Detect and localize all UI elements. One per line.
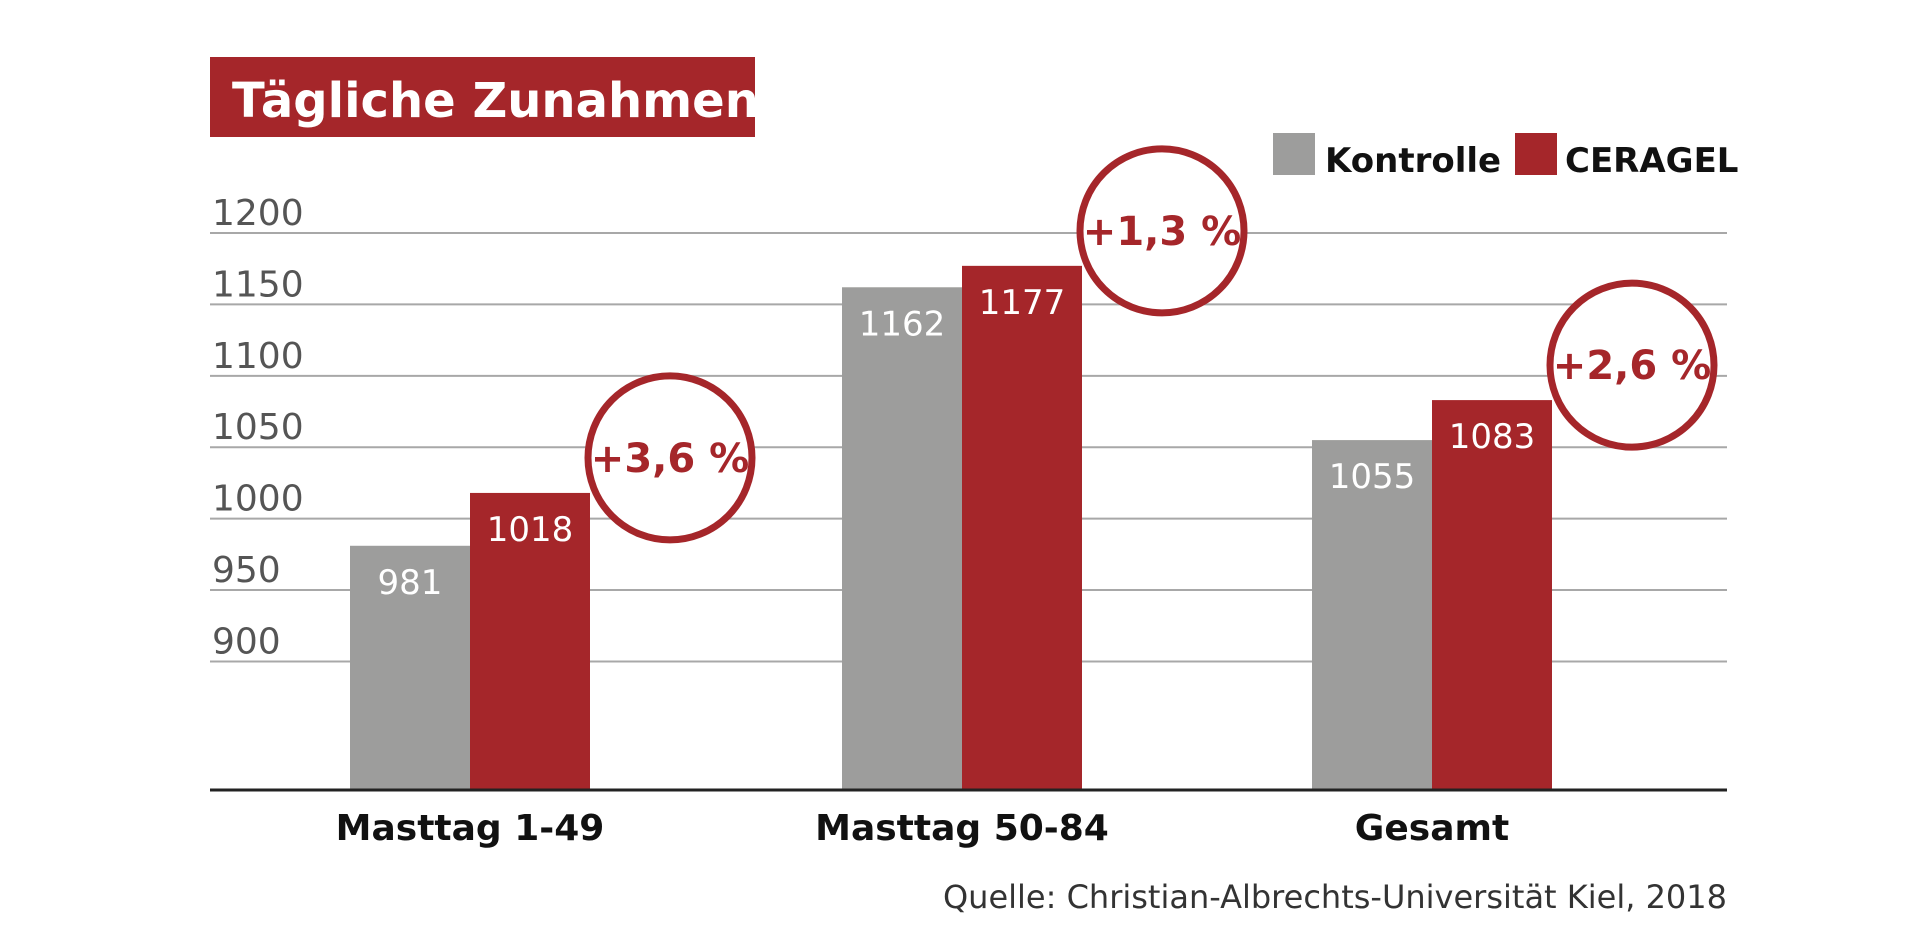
- bar-kontrolle-0: [350, 545, 470, 790]
- x-category-label: Gesamt: [1355, 808, 1509, 849]
- value-labels: 981 1018 1162 1177 1055 1083: [378, 283, 1536, 603]
- legend-label-kontrolle: Kontrolle: [1325, 141, 1501, 181]
- y-axis-ticks: 900 950 1000 1050 1100 1150 1200: [212, 193, 304, 662]
- chart-title: Tägliche Zunahmen, g: [232, 73, 828, 129]
- change-badge-label: +2,6 %: [1553, 343, 1711, 389]
- x-category-label: Masttag 50-84: [815, 808, 1109, 849]
- bars: [350, 265, 1552, 790]
- change-badge-circle: [1546, 279, 1718, 451]
- value-label: 981: [378, 563, 443, 603]
- legend-swatch-ceragel: [1515, 133, 1557, 175]
- change-badge-label: +1,3 %: [1083, 209, 1241, 255]
- y-tick-label: 1050: [212, 407, 304, 448]
- bar-ceragel-0: [470, 492, 590, 790]
- value-label: 1177: [979, 283, 1066, 323]
- y-tick-label: 1200: [212, 193, 304, 234]
- chart-title-box: [210, 57, 755, 137]
- y-tick-label: 1100: [212, 336, 304, 377]
- source-note: Quelle: Christian-Albrechts-Universität …: [943, 878, 1727, 916]
- change-badge-circle: [1076, 145, 1248, 317]
- bar-kontrolle-1: [842, 287, 962, 790]
- y-tick-label: 950: [212, 550, 281, 591]
- value-label: 1083: [1449, 417, 1536, 457]
- bar-ceragel-1: [962, 265, 1082, 790]
- legend-swatch-kontrolle: [1273, 133, 1315, 175]
- change-badge-circle: [584, 372, 756, 544]
- y-tick-label: 1000: [212, 479, 304, 520]
- value-label: 1018: [487, 510, 574, 550]
- value-label: 1055: [1329, 457, 1416, 497]
- legend-label-ceragel: CERAGEL: [1565, 141, 1738, 181]
- bar-ceragel-2: [1432, 400, 1552, 790]
- category-labels: Masttag 1-49 Masttag 50-84 Gesamt: [336, 808, 1510, 849]
- x-category-label: Masttag 1-49: [336, 808, 605, 849]
- y-tick-label: 1150: [212, 264, 304, 305]
- change-badges: +3,6 % +1,3 % +2,6 %: [584, 145, 1718, 544]
- y-tick-label: 900: [212, 621, 281, 662]
- change-badge-label: +3,6 %: [591, 436, 749, 482]
- value-label: 1162: [859, 304, 946, 344]
- bar-kontrolle-2: [1312, 440, 1432, 790]
